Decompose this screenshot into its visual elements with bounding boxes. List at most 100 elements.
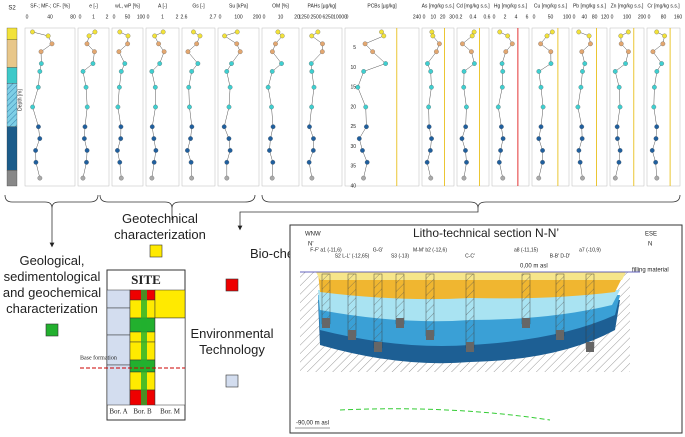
sample — [469, 49, 474, 55]
panel-header: Cu [mg/kg s.s.] — [534, 3, 568, 9]
legend-swatch — [225, 278, 239, 292]
tick-label: 2 — [504, 14, 507, 20]
sample — [117, 29, 123, 35]
sample — [499, 124, 504, 130]
sample — [363, 104, 369, 110]
tick-label: 1 — [92, 14, 95, 20]
sample — [536, 69, 542, 74]
sample — [464, 104, 469, 110]
environmental-label: Environmental Technology — [190, 326, 273, 357]
sample — [540, 104, 546, 110]
depth-tick: 5 — [353, 45, 356, 51]
tick-label: 80 — [592, 14, 598, 20]
sample — [426, 104, 431, 110]
site-table: SITE Base formation Bor. A Bor. B Bor. M — [80, 269, 186, 421]
sample — [310, 148, 316, 153]
connectors — [4, 194, 681, 248]
sample — [118, 124, 124, 130]
panel — [571, 27, 608, 187]
sample — [83, 84, 89, 90]
tick-label: 100 — [563, 14, 572, 20]
panel — [24, 27, 76, 187]
sample — [649, 148, 655, 153]
sample — [428, 148, 433, 153]
sample — [227, 84, 233, 90]
sample — [538, 124, 544, 130]
sample — [654, 29, 660, 35]
sample — [197, 33, 203, 39]
tick-label: 4 — [515, 14, 518, 20]
sample — [617, 104, 623, 110]
strip-layer — [6, 67, 18, 84]
sample — [84, 104, 90, 110]
tick-label: 2.6 — [181, 14, 188, 20]
sample — [579, 49, 585, 55]
sample — [612, 175, 618, 181]
green-strip — [141, 290, 147, 405]
sample — [269, 69, 275, 74]
sample — [152, 84, 158, 90]
sample — [84, 159, 89, 165]
tick-label: 100 — [623, 14, 632, 20]
sample — [33, 148, 38, 153]
sample — [311, 136, 316, 141]
section: Litho-technical section N-N’ WNW ESE N' N 0,0… — [289, 224, 683, 434]
tick-label: 0 — [573, 14, 576, 20]
panel-header: Cr [mg/kg s.s.] — [647, 3, 680, 9]
sample — [149, 124, 155, 130]
sample — [429, 84, 434, 90]
sample — [576, 29, 582, 35]
geological-label: Geological, sedimentological and geochemic… — [3, 253, 101, 316]
borehole-base — [586, 342, 594, 352]
sample — [626, 49, 631, 55]
sample — [497, 29, 503, 35]
tick-label: 80 — [661, 14, 667, 20]
panel-header: PAHs [µg/kg] — [308, 3, 338, 9]
tick-label: 1 — [161, 14, 164, 20]
sample — [270, 49, 275, 55]
dir: WNW — [305, 232, 321, 238]
panel — [491, 27, 530, 187]
sample — [320, 41, 325, 47]
sample — [37, 136, 43, 141]
borehole-base — [348, 330, 356, 340]
sample — [499, 61, 505, 66]
tick-label: 20 — [440, 14, 446, 20]
sample — [189, 124, 195, 130]
sample — [221, 124, 227, 130]
sample — [472, 61, 477, 66]
sample — [269, 104, 274, 110]
sample — [618, 33, 624, 39]
panel-header: Su [kPa] — [229, 3, 249, 9]
sample — [226, 136, 232, 141]
tick-label: 0 — [533, 14, 536, 20]
sample — [424, 159, 430, 165]
sample — [30, 29, 35, 35]
sample — [577, 159, 583, 165]
sample — [650, 49, 656, 55]
sample — [92, 29, 98, 35]
borehole — [347, 273, 357, 337]
sample — [195, 61, 201, 66]
sample — [185, 148, 190, 153]
sample — [498, 148, 503, 153]
sample — [116, 49, 122, 55]
sample — [659, 61, 665, 66]
sample — [471, 29, 477, 35]
sample — [496, 159, 502, 165]
profile-line — [151, 31, 165, 179]
sample — [270, 124, 276, 130]
sample — [38, 49, 44, 55]
base-label: Base formation — [80, 354, 117, 361]
strip-label: S2 — [8, 6, 16, 12]
sample — [429, 136, 434, 141]
tick-label: 20 — [294, 14, 300, 20]
depth-tick: 20 — [350, 104, 356, 110]
label-line: and geochemical — [3, 285, 101, 300]
panel — [181, 27, 216, 187]
panel — [646, 27, 681, 187]
panel — [344, 27, 420, 187]
tick-label: 120 — [601, 14, 610, 20]
sample — [536, 136, 542, 141]
sample — [269, 175, 275, 181]
